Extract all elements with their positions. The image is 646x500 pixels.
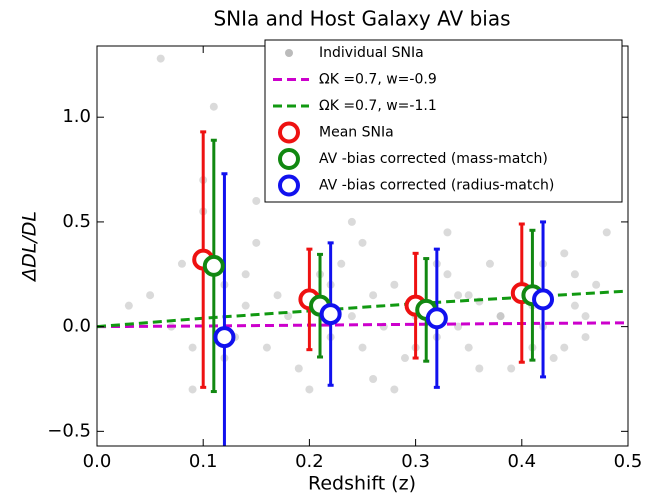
legend: Individual SNIa ΩK =0.7, w=-0.9 ΩK =0.7, w… xyxy=(264,39,623,203)
sn-point xyxy=(188,385,197,394)
sn-point xyxy=(581,333,590,342)
legend-label: Individual SNIa xyxy=(319,45,424,61)
sn-point xyxy=(400,354,409,363)
sn-point xyxy=(496,312,505,321)
sn-point xyxy=(570,301,579,310)
sn-point xyxy=(241,301,250,310)
chart-title: SNIa and Host Galaxy AV bias xyxy=(213,7,510,31)
sn-point xyxy=(358,343,367,352)
sn-point xyxy=(443,228,452,237)
mean-marker xyxy=(319,303,342,326)
sn-point xyxy=(390,385,399,394)
sn-point xyxy=(602,228,611,237)
sn-point xyxy=(454,291,463,300)
sn-point xyxy=(347,312,356,321)
legend-label: AV -bias corrected (mass-match) xyxy=(319,151,548,167)
sn-point xyxy=(570,270,579,279)
sn-point xyxy=(305,385,314,394)
x-tick-label: 0.5 xyxy=(614,451,643,472)
sn-point xyxy=(294,364,303,373)
sn-point xyxy=(369,374,378,383)
x-tick-label: 0.2 xyxy=(295,451,324,472)
x-tick-label: 0.1 xyxy=(189,451,218,472)
model-line xyxy=(97,289,628,329)
sn-point xyxy=(369,291,378,300)
x-tick-label: 0.3 xyxy=(401,451,430,472)
mean-marker xyxy=(425,307,448,330)
legend-label: ΩK =0.7, w=-1.1 xyxy=(319,98,437,114)
sn-point xyxy=(464,343,473,352)
sn-point xyxy=(390,280,399,289)
y-tick-label: 0.0 xyxy=(62,316,91,337)
y-tick-label: −0.5 xyxy=(47,420,91,441)
sn-point xyxy=(560,249,569,258)
mean-marker xyxy=(213,326,236,349)
legend-label: ΩK =0.7, w=-0.9 xyxy=(319,72,437,88)
sn-point xyxy=(549,354,558,363)
sn-point xyxy=(475,364,484,373)
x-tick-label: 0.4 xyxy=(507,451,536,472)
legend-symbol xyxy=(278,148,300,170)
sn-point xyxy=(485,259,494,268)
legend-label: Mean SNIa xyxy=(319,125,394,141)
sn-point xyxy=(188,343,197,352)
sn-point xyxy=(592,280,601,289)
legend-symbol xyxy=(278,121,300,144)
sn-point xyxy=(581,312,590,321)
sn-point xyxy=(252,196,261,205)
legend-label: AV -bias corrected (radius-match) xyxy=(319,178,554,194)
sn-point xyxy=(146,291,155,300)
sn-point xyxy=(464,291,473,300)
model-line xyxy=(97,321,628,329)
legend-symbol xyxy=(278,174,300,197)
sn-point xyxy=(347,217,356,226)
sn-point xyxy=(262,343,271,352)
sn-point xyxy=(209,102,218,111)
sn-point xyxy=(177,259,186,268)
sn-point xyxy=(124,301,133,310)
sn-point xyxy=(337,259,346,268)
sn-point xyxy=(156,54,165,63)
sn-point xyxy=(358,238,367,247)
sn-point xyxy=(454,322,463,331)
sn-point xyxy=(273,291,282,300)
y-tick-label: 1.0 xyxy=(62,106,91,127)
sn-point xyxy=(443,270,452,279)
legend-symbol xyxy=(285,49,293,57)
sn-point xyxy=(241,270,250,279)
sn-point xyxy=(252,238,261,247)
mean-marker xyxy=(532,288,555,311)
legend-box xyxy=(264,39,623,203)
y-tick-label: 0.5 xyxy=(62,211,91,232)
sn-point xyxy=(507,364,516,373)
x-tick-label: 0.0 xyxy=(83,451,112,472)
sn-point xyxy=(284,312,293,321)
mean-marker xyxy=(202,254,225,277)
y-axis-label: ΔDL/DL xyxy=(19,211,41,283)
x-axis-label: Redshift (z) xyxy=(308,473,416,495)
sn-point xyxy=(560,343,569,352)
